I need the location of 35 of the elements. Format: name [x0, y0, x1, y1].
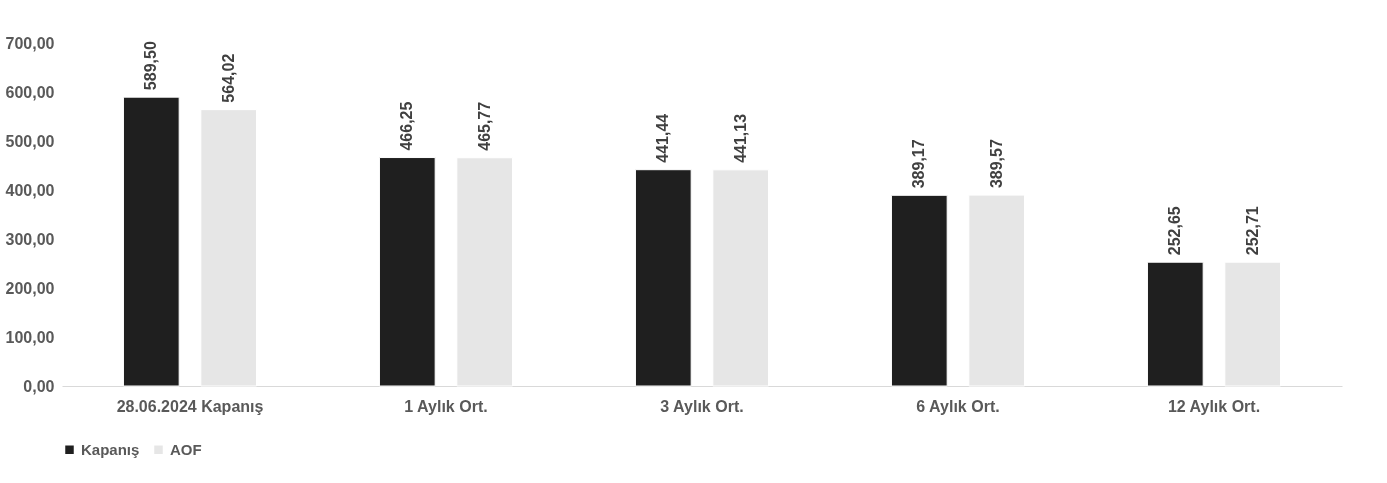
data-label: 252,71	[1243, 206, 1261, 256]
y-tick-label: 700,00	[5, 34, 55, 52]
data-label: 389,57	[987, 139, 1005, 189]
y-tick-label: 200,00	[5, 279, 55, 297]
y-tick-label: 100,00	[5, 328, 55, 346]
bar	[200, 109, 258, 387]
x-tick-label: 28.06.2024 Kapanış	[116, 397, 264, 415]
data-label: 389,17	[910, 139, 928, 189]
data-label: 441,13	[731, 113, 749, 163]
data-label: 441,44	[654, 113, 672, 163]
data-label: 589,50	[142, 41, 160, 91]
x-tick-label: 6 Aylık Ort.	[916, 397, 1000, 415]
x-tick-label: 12 Aylık Ort.	[1167, 397, 1261, 415]
bar	[456, 157, 514, 387]
legend-label: Kapanış	[81, 440, 140, 458]
data-label: 252,65	[1166, 206, 1184, 256]
bar	[712, 169, 770, 387]
y-tick-label: 0,00	[23, 377, 55, 395]
y-tick-label: 500,00	[5, 132, 55, 150]
bar	[122, 96, 180, 387]
x-tick-label: 3 Aylık Ort.	[660, 397, 744, 415]
bar	[968, 194, 1026, 387]
bar	[1224, 261, 1282, 387]
data-label: 466,25	[398, 101, 416, 151]
bar	[890, 194, 948, 387]
legend-label: AOF	[170, 440, 202, 458]
data-label: 564,02	[219, 53, 237, 103]
x-tick-label: 1 Aylık Ort.	[404, 397, 488, 415]
y-tick-label: 400,00	[5, 181, 55, 199]
bar	[1146, 261, 1204, 387]
bar	[378, 157, 436, 387]
bar	[634, 169, 692, 387]
y-tick-label: 300,00	[5, 230, 55, 248]
y-tick-label: 600,00	[5, 83, 55, 101]
data-label: 465,77	[475, 101, 493, 151]
